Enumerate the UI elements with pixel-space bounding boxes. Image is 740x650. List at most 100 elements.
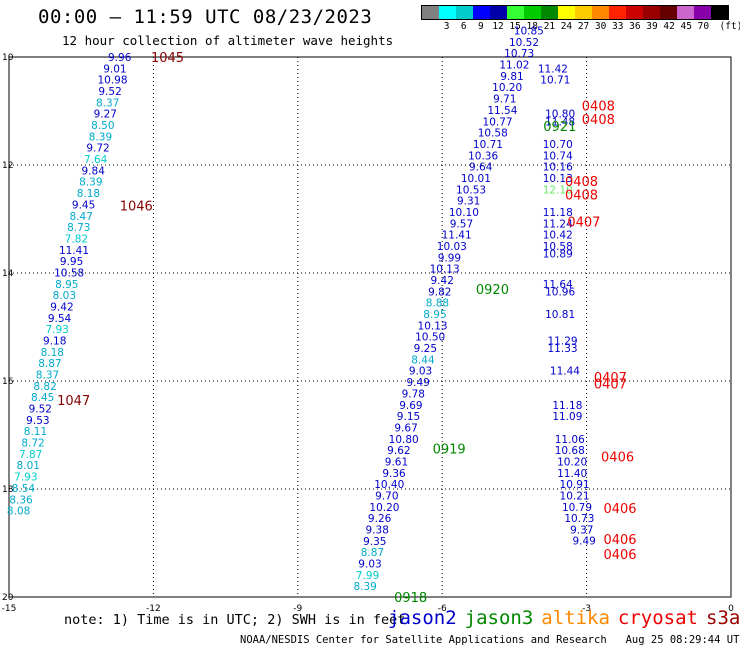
swh-data-label: 7.93 [45, 324, 68, 336]
swh-data-label: 11.40 [557, 468, 587, 480]
swh-data-label: 9.70 [375, 490, 398, 502]
color-swatch [558, 6, 575, 19]
color-scale-tick: 18 [526, 21, 538, 32]
chart-subtitle: 12 hour collection of altimeter wave hei… [62, 33, 394, 48]
swh-data-label: 11.18 [552, 400, 582, 412]
swh-data-label: 11.42 [538, 63, 568, 75]
y-tick-label: 14 [2, 269, 14, 279]
swh-data-label: 10.10 [449, 207, 479, 219]
y-tick-label: 10 [2, 53, 14, 63]
color-scale-tick: 27 [577, 21, 590, 32]
pass-time-label: 1045 [151, 51, 184, 66]
swh-data-label: 9.27 [94, 109, 117, 121]
color-swatch [643, 6, 660, 19]
swh-data-label: 7.99 [356, 570, 379, 582]
swh-data-label: 9.52 [29, 404, 52, 416]
swh-data-label: 8.11 [24, 426, 47, 438]
swh-data-label: 8.44 [411, 354, 435, 366]
color-scale-bar [421, 5, 729, 20]
color-swatch [660, 6, 677, 19]
legend-entry: altika [541, 607, 610, 629]
swh-data-label: 11.18 [543, 207, 573, 219]
pass-time-label: 0919 [433, 443, 466, 458]
swh-data-label: 10.16 [543, 162, 573, 174]
swh-data-label: 10.21 [560, 490, 590, 502]
color-scale-tick: 70 [697, 21, 710, 32]
pass-time-label: 0407 [567, 216, 600, 231]
satellite-legend: jason2 jason3 altika cryosat s3a [388, 607, 740, 629]
swh-data-label: 8.01 [17, 460, 40, 472]
swh-data-label: 8.47 [70, 211, 93, 223]
pass-time-label: 0408 [582, 100, 615, 115]
color-swatch [439, 6, 456, 19]
footnote: note: 1) Time is in UTC; 2) SWH is in fe… [64, 612, 406, 628]
swh-data-label: 9.15 [397, 411, 420, 423]
swh-data-label: 10.13 [543, 173, 573, 185]
x-tick-label: -15 [2, 604, 17, 614]
swh-data-label: 9.35 [363, 536, 386, 548]
swh-data-label: 8.45 [31, 392, 54, 404]
swh-data-label: 9.18 [43, 336, 66, 348]
swh-data-label: 8.95 [423, 309, 446, 321]
x-tick-label: 0 [728, 604, 734, 614]
color-swatch [524, 6, 541, 19]
color-swatch [473, 6, 490, 19]
color-scale-tick: 33 [612, 21, 624, 32]
swh-data-label: 11.33 [548, 343, 578, 355]
x-tick-label: -3 [582, 604, 591, 614]
swh-data-label: 10.58 [478, 128, 508, 140]
swh-data-label: 11.54 [487, 105, 517, 117]
legend-entry: cryosat [617, 607, 698, 629]
swh-data-label: 11.06 [555, 434, 585, 446]
legend-entry: jason2 [388, 607, 457, 629]
color-swatch [541, 6, 558, 19]
swh-data-label: 7.93 [14, 472, 37, 484]
pass-time-label: 0406 [603, 502, 636, 517]
pass-time-label: 0921 [543, 120, 576, 135]
swh-data-label: 10.73 [564, 513, 594, 525]
swh-data-label: 8.95 [55, 279, 78, 291]
swh-data-label: 11.29 [548, 336, 578, 348]
swh-data-label: 10.58 [54, 267, 84, 279]
swh-data-label: 10.71 [473, 139, 503, 151]
color-scale-unit: (ft) [719, 21, 740, 32]
color-scale-tick: 24 [560, 21, 573, 32]
swh-data-label: 10.71 [540, 75, 570, 87]
swh-data-label: 8.03 [53, 290, 76, 302]
color-swatch [575, 6, 592, 19]
swh-data-label: 9.82 [428, 286, 451, 298]
swh-data-label: 7.64 [84, 154, 108, 166]
swh-data-label: 7.87 [19, 449, 42, 461]
swh-data-label: 9.01 [103, 63, 126, 75]
swh-data-label: 8.50 [91, 120, 114, 132]
y-tick-label: 16 [2, 377, 14, 387]
swh-data-label: 10.80 [545, 109, 575, 121]
swh-data-label: 10.89 [543, 249, 573, 261]
swh-data-label: 8.82 [33, 381, 56, 393]
color-scale-tick: 12 [492, 21, 504, 32]
swh-data-label: 10.53 [456, 184, 486, 196]
swh-data-label: 9.72 [86, 143, 109, 155]
swh-data-label: 9.67 [394, 422, 417, 434]
pass-time-label: 0406 [603, 548, 636, 563]
swh-data-label: 10.70 [543, 139, 573, 151]
pass-time-label: 0408 [582, 113, 615, 128]
swh-data-label: 11.09 [552, 411, 582, 423]
swh-data-label: 8.18 [77, 188, 100, 200]
y-tick-label: 12 [2, 161, 13, 171]
swh-data-label: 8.88 [426, 298, 449, 310]
swh-data-label: 9.54 [48, 313, 72, 325]
swh-data-label: 10.68 [555, 445, 585, 457]
pass-time-label: 1047 [57, 394, 90, 409]
swh-data-label: 11.02 [499, 60, 529, 72]
y-tick-label: 20 [2, 593, 14, 603]
pass-time-label: 0408 [565, 175, 598, 190]
pass-time-label: 0406 [603, 533, 636, 548]
credit-line: NOAA/NESDIS Center for Satellite Applica… [240, 634, 740, 646]
color-scale-tick: 45 [680, 21, 692, 32]
swh-data-label: 8.08 [7, 506, 30, 518]
color-scale-tick: 15 [509, 21, 521, 32]
swh-data-label: 9.64 [469, 162, 493, 174]
swh-data-label: 9.26 [368, 513, 392, 525]
